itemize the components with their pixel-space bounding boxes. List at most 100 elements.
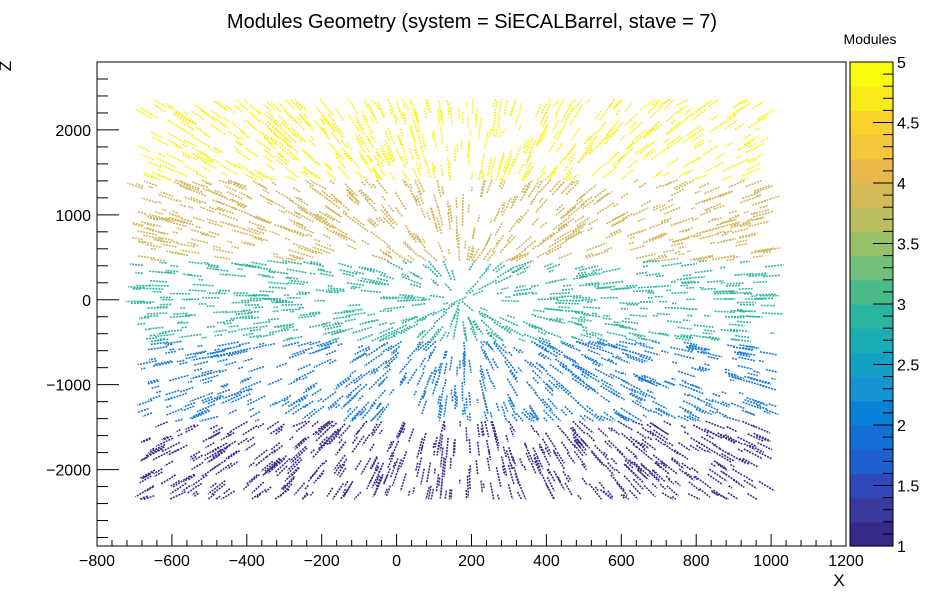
point-streak [637, 378, 644, 383]
point-streak [515, 284, 527, 289]
point-streak [502, 401, 509, 413]
point-streak [139, 469, 156, 479]
point-streak [433, 164, 437, 172]
point-streak [421, 133, 427, 151]
point-streak [561, 288, 574, 291]
point-streak [415, 195, 422, 206]
point-streak [317, 420, 331, 430]
point-streak [542, 380, 554, 392]
point-streak [160, 217, 174, 223]
point-streak [431, 370, 438, 384]
point-streak [580, 439, 588, 447]
point-streak [286, 458, 303, 475]
point-streak [235, 202, 246, 208]
point-streak [581, 477, 589, 486]
point-streak [156, 390, 162, 394]
point-streak [502, 127, 506, 134]
point-streak [654, 411, 664, 417]
point-streak [191, 474, 208, 487]
point-streak [581, 371, 600, 383]
point-streak [652, 400, 668, 410]
point-streak [410, 110, 418, 132]
point-streak [275, 324, 292, 329]
point-streak [753, 136, 758, 140]
point-streak [399, 378, 406, 386]
point-streak [705, 161, 725, 173]
point-streak [286, 268, 307, 274]
point-streak [370, 254, 389, 262]
point-streak [757, 441, 773, 451]
point-streak [668, 198, 674, 203]
point-streak [166, 104, 183, 117]
point-streak [678, 468, 695, 482]
point-streak [249, 473, 261, 484]
point-streak [452, 442, 455, 457]
point-streak [275, 426, 284, 432]
point-streak [237, 342, 250, 347]
colorbar-title: Modules [844, 31, 897, 47]
point-streak [708, 98, 720, 107]
point-streak [345, 393, 352, 400]
point-streak [570, 126, 581, 141]
point-streak [486, 457, 491, 471]
point-streak [388, 441, 393, 446]
point-streak [343, 308, 363, 313]
point-streak [628, 489, 639, 500]
point-streak [159, 261, 167, 264]
point-streak [719, 447, 730, 455]
point-streak [268, 328, 290, 334]
point-streak [548, 237, 566, 248]
point-streak [283, 109, 293, 120]
point-streak [165, 408, 183, 416]
point-streak [687, 234, 696, 239]
point-streak [737, 364, 754, 370]
point-streak [350, 218, 369, 233]
point-streak [565, 180, 580, 196]
point-streak [574, 375, 585, 383]
point-streak [416, 128, 423, 148]
point-streak [574, 379, 591, 392]
point-streak [131, 236, 143, 241]
point-streak [526, 149, 534, 162]
point-streak [394, 190, 407, 211]
point-streak [637, 217, 645, 223]
point-streak [634, 143, 649, 155]
point-streak [737, 320, 751, 324]
point-streak [257, 226, 267, 232]
point-streak [384, 130, 390, 141]
point-streak [721, 232, 729, 237]
point-streak [235, 149, 251, 161]
point-streak [235, 203, 245, 209]
point-streak [453, 147, 456, 162]
point-streak [338, 467, 347, 478]
point-streak [418, 162, 423, 170]
point-streak [693, 142, 704, 150]
point-streak [361, 110, 369, 122]
point-streak [220, 394, 242, 405]
point-streak [354, 459, 362, 471]
point-streak [281, 475, 295, 491]
point-streak [759, 204, 769, 209]
point-streak [679, 405, 693, 414]
point-streak [303, 170, 309, 175]
point-streak [248, 220, 266, 229]
point-streak [363, 347, 371, 353]
point-streak [556, 203, 564, 211]
point-streak [504, 360, 510, 369]
point-streak [492, 261, 504, 272]
point-streak [359, 155, 373, 173]
series-module-5 [135, 98, 776, 181]
point-streak [564, 226, 585, 239]
point-streak [520, 183, 527, 193]
point-streak [582, 326, 588, 329]
point-streak [179, 386, 194, 393]
point-streak [643, 124, 658, 138]
point-streak [481, 179, 487, 191]
point-streak [354, 201, 360, 206]
point-streak [170, 168, 188, 178]
point-streak [391, 467, 400, 487]
colorbar-tick-label: 2 [897, 418, 906, 435]
point-streak [406, 343, 422, 360]
point-streak [183, 196, 202, 204]
point-streak [688, 344, 708, 351]
